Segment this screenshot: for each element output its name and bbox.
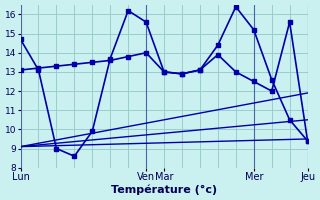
X-axis label: Température (°c): Température (°c) <box>111 185 217 195</box>
